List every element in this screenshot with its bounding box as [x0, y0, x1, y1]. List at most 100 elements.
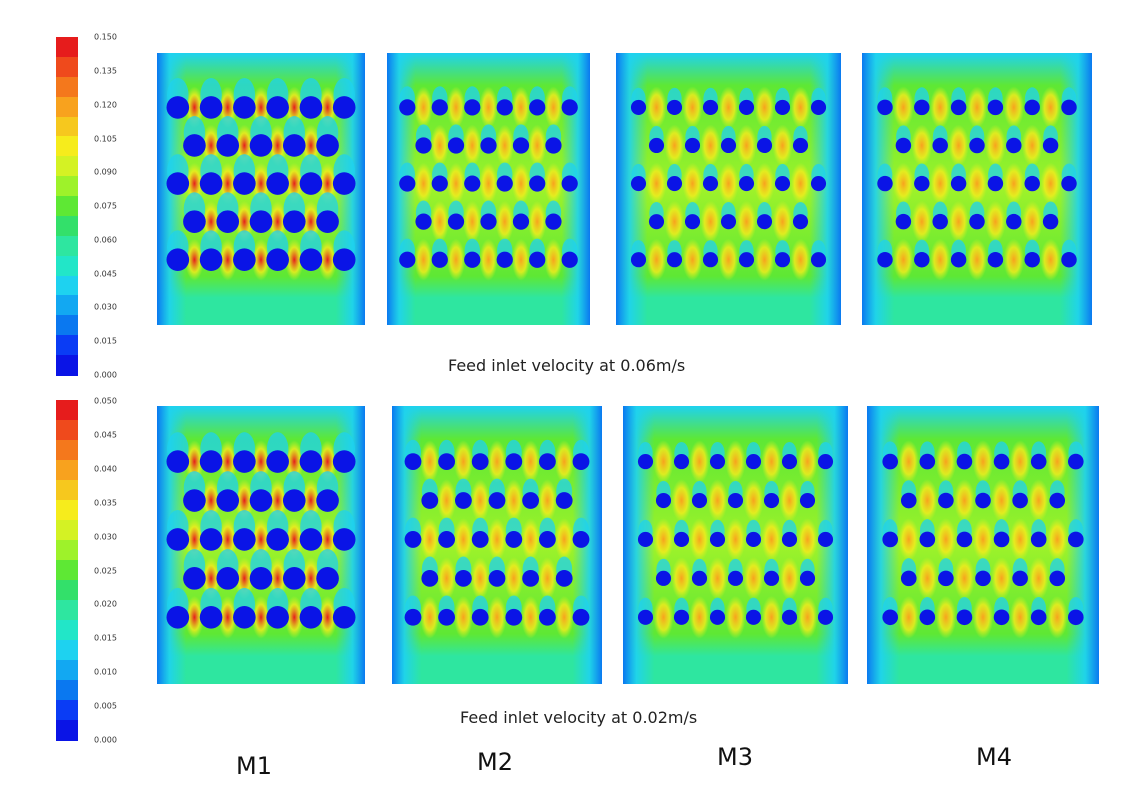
obstacle-cylinder: [522, 569, 539, 587]
obstacle-cylinder: [763, 492, 780, 509]
obstacle-cylinder: [183, 134, 206, 157]
obstacle-cylinder: [673, 454, 690, 470]
obstacle-cylinder: [648, 137, 665, 154]
obstacle-cylinder: [781, 531, 798, 547]
colorbar-step: [56, 215, 78, 237]
obstacle-cylinder: [763, 570, 780, 586]
colorbar-step: [56, 355, 78, 376]
obstacle-cylinder: [431, 251, 448, 268]
contour-m2-top: [387, 53, 590, 325]
obstacle-cylinder: [438, 453, 455, 470]
obstacle-cylinder: [480, 137, 497, 154]
obstacle-cylinder: [630, 176, 647, 192]
obstacle-cylinder: [464, 99, 481, 116]
contour-field: [157, 406, 365, 684]
obstacle-cylinder: [266, 450, 289, 473]
obstacle-cylinder: [561, 99, 578, 116]
obstacle-cylinder: [666, 252, 683, 268]
obstacle-cylinder: [266, 528, 289, 551]
obstacle-cylinder: [572, 531, 590, 548]
obstacle-cylinder: [316, 489, 339, 512]
contour-field: [616, 53, 841, 325]
obstacle-cylinder: [932, 137, 948, 154]
obstacle-cylinder: [415, 213, 432, 230]
obstacle-cylinder: [199, 172, 223, 195]
obstacle-cylinder: [199, 96, 223, 119]
obstacle-cylinder: [404, 608, 422, 626]
colorbar-step: [56, 620, 78, 641]
bottom-tick: 0.035: [94, 498, 117, 508]
obstacle-cylinder: [666, 176, 683, 192]
obstacle-cylinder: [1030, 453, 1047, 470]
obstacle-cylinder: [882, 453, 898, 470]
colorbar-step: [56, 136, 78, 157]
obstacle-cylinder: [630, 99, 647, 115]
obstacle-cylinder: [233, 528, 256, 551]
obstacle-cylinder: [282, 134, 306, 157]
contour-m4-bottom: [867, 406, 1099, 684]
obstacle-cylinder: [464, 175, 481, 192]
obstacle-cylinder: [299, 528, 323, 551]
colorbar-step: [56, 720, 78, 741]
obstacle-cylinder: [299, 172, 323, 195]
obstacle-cylinder: [987, 251, 1004, 268]
colorbar-step: [56, 37, 78, 58]
obstacle-cylinder: [691, 570, 708, 586]
obstacle-cylinder: [249, 210, 273, 233]
top-tick: 0.060: [94, 235, 117, 245]
top-tick: 0.015: [94, 336, 117, 346]
colorbar-step: [56, 520, 78, 541]
obstacle-cylinder: [249, 134, 273, 157]
obstacle-cylinder: [900, 570, 917, 587]
colorbar-step: [56, 56, 78, 78]
obstacle-cylinder: [282, 489, 306, 512]
colorbar-step: [56, 335, 78, 356]
obstacle-cylinder: [727, 492, 744, 509]
obstacle-cylinder: [529, 99, 546, 116]
obstacle-cylinder: [332, 96, 356, 119]
obstacle-cylinder: [1006, 213, 1022, 230]
colorbar-step: [56, 600, 78, 621]
obstacle-cylinder: [655, 570, 672, 586]
obstacle-cylinder: [421, 569, 439, 587]
obstacle-cylinder: [709, 609, 726, 625]
colorbar-step: [56, 540, 78, 561]
obstacle-cylinder: [447, 137, 465, 154]
obstacle-cylinder: [183, 210, 206, 233]
obstacle-cylinder: [745, 531, 762, 547]
obstacle-cylinder: [316, 567, 339, 590]
contour-m3-top: [616, 53, 841, 325]
top-colorbar-gradient: [56, 37, 78, 376]
obstacle-cylinder: [1068, 531, 1084, 548]
obstacle-cylinder: [555, 569, 573, 587]
obstacle-cylinder: [266, 172, 289, 195]
contour-field: [392, 406, 602, 684]
obstacle-cylinder: [882, 609, 898, 626]
obstacle-cylinder: [471, 608, 489, 626]
obstacle-cylinder: [817, 609, 834, 625]
top-tick: 0.120: [94, 100, 117, 110]
model-label-m2: M2: [477, 748, 513, 776]
obstacle-cylinder: [233, 248, 256, 272]
obstacle-cylinder: [266, 605, 289, 629]
obstacle-cylinder: [266, 96, 289, 119]
obstacle-cylinder: [1024, 251, 1040, 268]
top-tick: 0.030: [94, 302, 117, 312]
colorbar-step: [56, 480, 78, 501]
obstacle-cylinder: [673, 609, 690, 625]
obstacle-cylinder: [1061, 99, 1077, 116]
obstacle-cylinder: [637, 609, 654, 625]
obstacle-cylinder: [438, 531, 455, 548]
obstacle-cylinder: [505, 531, 523, 548]
obstacle-cylinder: [512, 213, 530, 230]
obstacle-cylinder: [166, 450, 190, 473]
obstacle-cylinder: [572, 453, 590, 470]
top-colorbar: 0.150 0.135 0.120 0.105 0.090 0.075 0.06…: [0, 0, 140, 400]
contour-field: [867, 406, 1099, 684]
obstacle-cylinder: [1042, 137, 1059, 154]
obstacle-cylinder: [745, 609, 762, 625]
obstacle-cylinder: [993, 609, 1010, 626]
obstacle-cylinder: [216, 489, 240, 512]
colorbar-step: [56, 680, 78, 701]
obstacle-cylinder: [1006, 137, 1022, 154]
